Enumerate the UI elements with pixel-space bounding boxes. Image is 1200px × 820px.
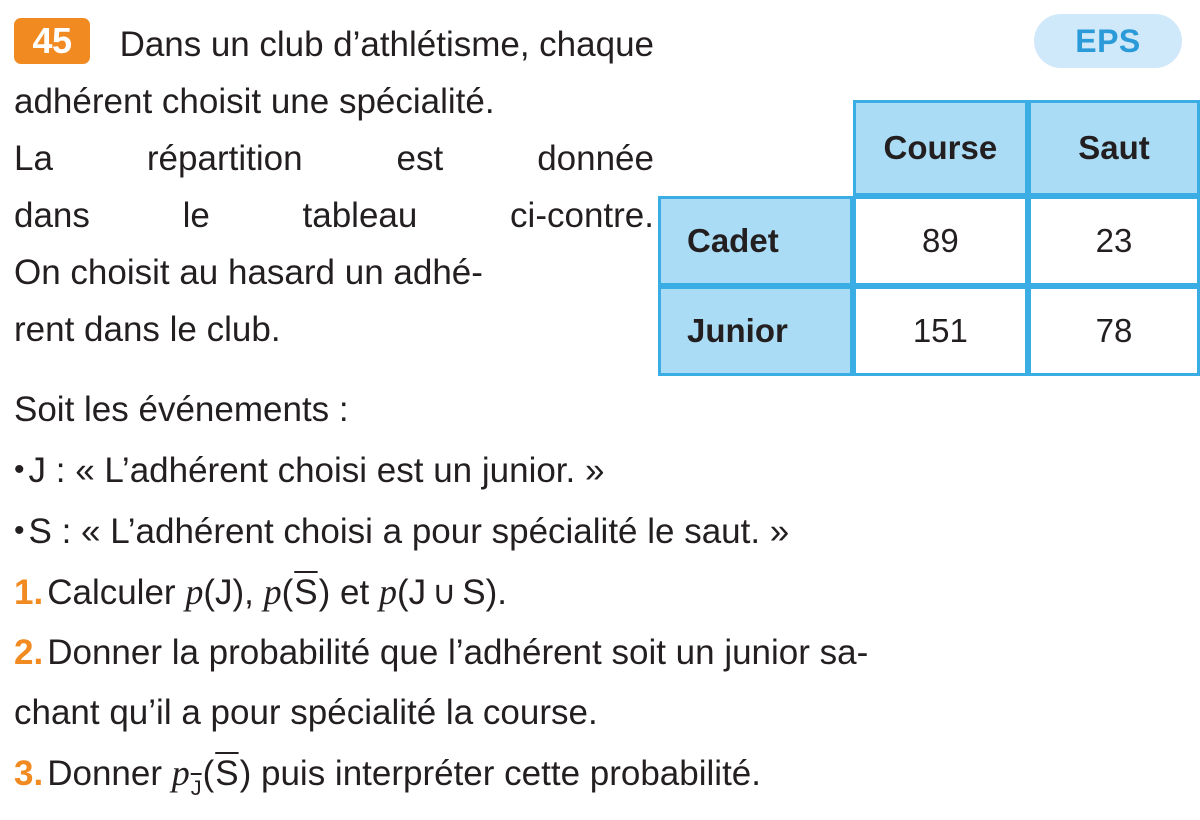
intro-word: La — [14, 139, 53, 178]
prob-1-argument: (J), — [203, 573, 254, 612]
distribution-table: Course Saut Cadet 89 23 Junior 151 78 — [658, 100, 1200, 376]
intro-paragraph: Dans un club d’athlétisme, chaque adhérent c… — [14, 16, 654, 358]
paren-open: ( — [202, 754, 215, 793]
event-j-text: J : « L’adhérent choisi est un junior. » — [28, 451, 605, 490]
intro-word: chaque — [539, 25, 654, 64]
question-body: Soit les événements : • J : « L’adhérent … — [14, 380, 1189, 818]
table-row: Cadet 89 23 — [658, 196, 1200, 286]
union-icon: ∪ — [432, 574, 457, 611]
table-row: Junior 151 78 — [658, 286, 1200, 376]
prob-symbol: p — [378, 572, 397, 612]
bullet-icon: • — [14, 453, 25, 486]
table-header-row: Course Saut — [658, 100, 1200, 196]
conjunction-et: et — [340, 573, 370, 612]
intro-word: Dans — [119, 25, 202, 64]
prob-3-open: (J — [396, 573, 427, 612]
cell-cadet-saut: 23 — [1028, 196, 1200, 286]
intro-word: ci-contre. — [510, 196, 654, 235]
question-1: 1. Calculer p(J), p(S) et p(J ∪ S). — [14, 562, 1189, 623]
event-bullet-s: • S : « L’adhérent choisi a pour spéciali… — [14, 501, 1189, 562]
row-header-cadet: Cadet — [658, 196, 853, 286]
paren-close: ) — [239, 754, 252, 793]
cell-cadet-course: 89 — [852, 196, 1028, 286]
subject-tag-eps: EPS — [1034, 14, 1182, 68]
cell-junior-course: 151 — [852, 286, 1028, 376]
event-s-text: S : « L’adhérent choisi a pour spécialit… — [28, 512, 790, 551]
paren-open: ( — [281, 573, 294, 612]
intro-line-4: dans le tableau ci-contre. — [14, 187, 654, 244]
intro-line-5: On choisit au hasard un adhé- — [14, 253, 483, 292]
intro-line-3: La répartition est donnée — [14, 130, 654, 187]
table-corner-cell — [658, 100, 853, 196]
intro-line-1: Dans un club d’athlétisme, chaque — [14, 16, 654, 73]
question-3: 3. Donner pJ(S) puis interpréter cette pr… — [14, 743, 1189, 818]
intro-word: un — [210, 25, 250, 64]
prob-symbol: p — [171, 753, 190, 793]
question-2-line-2: chant qu’il a pour spécialité la course. — [14, 693, 598, 732]
cell-junior-saut: 78 — [1028, 286, 1200, 376]
prob-symbol: p — [263, 572, 282, 612]
column-header-course: Course — [852, 100, 1028, 196]
bullet-icon: • — [14, 514, 25, 547]
paren-close: ) — [318, 573, 331, 612]
question-2-line-1: 2. Donner la probabilité que l’adhérent s… — [14, 623, 1189, 683]
intro-word: répartition — [146, 139, 303, 178]
intro-word: le — [182, 196, 210, 235]
intro-word: donnée — [537, 139, 654, 178]
intro-line-6: rent dans le club. — [14, 310, 281, 349]
intro-word: tableau — [302, 196, 418, 235]
row-header-junior: Junior — [658, 286, 853, 376]
intro-line-2: adhérent choisit une spécialité. — [14, 82, 495, 121]
intro-word: est — [396, 139, 444, 178]
intro-word: d’athlétisme, — [333, 25, 530, 64]
exercise-number-badge: 45 — [14, 18, 90, 64]
complement-s: S — [294, 573, 318, 612]
complement-s: S — [215, 754, 239, 793]
question-1-verb: Calculer — [47, 573, 176, 612]
question-1-number: 1. — [14, 573, 44, 612]
conditional-subscript-not-j: J — [190, 774, 202, 800]
question-3-verb: Donner — [47, 754, 162, 793]
question-3-number: 3. — [14, 754, 44, 793]
intro-word: club — [259, 25, 324, 64]
prob-3-close: S). — [462, 573, 507, 612]
question-2-number: 2. — [14, 633, 44, 672]
prob-symbol: p — [185, 572, 204, 612]
intro-word: dans — [14, 196, 90, 235]
column-header-saut: Saut — [1028, 100, 1200, 196]
badge-spacer — [14, 16, 110, 73]
question-2-text-a: Donner la probabilité que l’adhérent soi… — [47, 633, 869, 672]
events-intro-line: Soit les événements : — [14, 390, 349, 429]
event-bullet-j: • J : « L’adhérent choisi est un junior. … — [14, 440, 1189, 501]
question-3-text-after: puis interpréter cette probabilité. — [260, 754, 761, 793]
